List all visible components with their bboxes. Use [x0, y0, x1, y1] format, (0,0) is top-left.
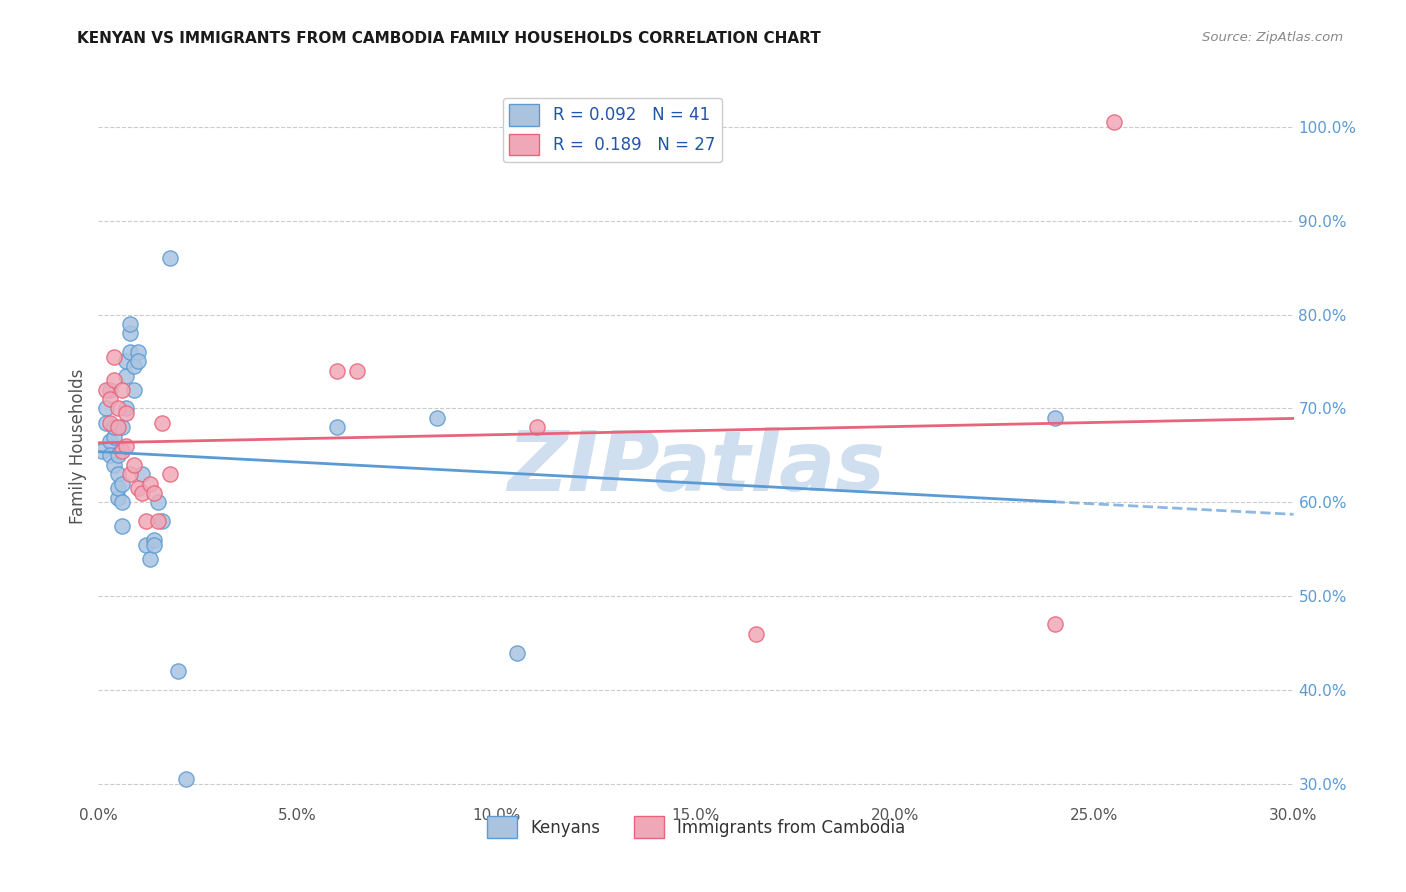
Point [143, 533, 166, 547]
Point [135, 538, 157, 552]
Point [96, 383, 118, 397]
Point [426, 410, 449, 425]
Point [98, 449, 122, 463]
Point [103, 350, 125, 364]
Point [1104, 115, 1126, 129]
Point [124, 458, 146, 472]
Point [120, 345, 142, 359]
Point [1043, 410, 1066, 425]
Point [135, 514, 157, 528]
Point [120, 467, 142, 482]
Point [326, 364, 349, 378]
Point [96, 401, 118, 416]
Point [326, 420, 349, 434]
Point [745, 627, 768, 641]
Point [115, 368, 138, 383]
Point [346, 364, 368, 378]
Point [1043, 617, 1066, 632]
Point [103, 429, 125, 443]
Text: Source: ZipAtlas.com: Source: ZipAtlas.com [1202, 31, 1343, 45]
Point [148, 514, 170, 528]
Point [526, 420, 548, 434]
Point [103, 373, 125, 387]
Point [131, 486, 153, 500]
Point [115, 406, 138, 420]
Point [96, 416, 118, 430]
Point [124, 383, 146, 397]
Point [124, 359, 146, 374]
Point [139, 551, 162, 566]
Y-axis label: Family Households: Family Households [69, 368, 87, 524]
Point [127, 481, 149, 495]
Point [111, 420, 134, 434]
Point [111, 443, 134, 458]
Point [506, 646, 529, 660]
Point [167, 665, 190, 679]
Text: ZIPatlas: ZIPatlas [508, 427, 884, 508]
Point [98, 383, 122, 397]
Point [159, 251, 181, 265]
Text: KENYAN VS IMMIGRANTS FROM CAMBODIA FAMILY HOUSEHOLDS CORRELATION CHART: KENYAN VS IMMIGRANTS FROM CAMBODIA FAMIL… [77, 31, 821, 46]
Point [127, 345, 149, 359]
Point [91, 443, 114, 458]
Point [127, 354, 149, 368]
Point [107, 491, 129, 505]
Point [107, 481, 129, 495]
Point [98, 434, 122, 449]
Point [150, 514, 173, 528]
Point [98, 416, 122, 430]
Point [107, 420, 129, 434]
Point [98, 392, 122, 406]
Point [148, 495, 170, 509]
Point [174, 772, 197, 787]
Point [111, 518, 134, 533]
Point [107, 401, 129, 416]
Point [111, 476, 134, 491]
Point [120, 326, 142, 341]
Point [150, 416, 173, 430]
Point [103, 420, 125, 434]
Point [107, 467, 129, 482]
Point [115, 401, 138, 416]
Point [143, 486, 166, 500]
Legend: Kenyans, Immigrants from Cambodia: Kenyans, Immigrants from Cambodia [481, 810, 911, 845]
Point [115, 439, 138, 453]
Point [139, 476, 162, 491]
Point [143, 538, 166, 552]
Point [107, 449, 129, 463]
Point [159, 467, 181, 482]
Point [111, 495, 134, 509]
Point [115, 354, 138, 368]
Point [120, 317, 142, 331]
Point [131, 467, 153, 482]
Point [103, 458, 125, 472]
Point [111, 383, 134, 397]
